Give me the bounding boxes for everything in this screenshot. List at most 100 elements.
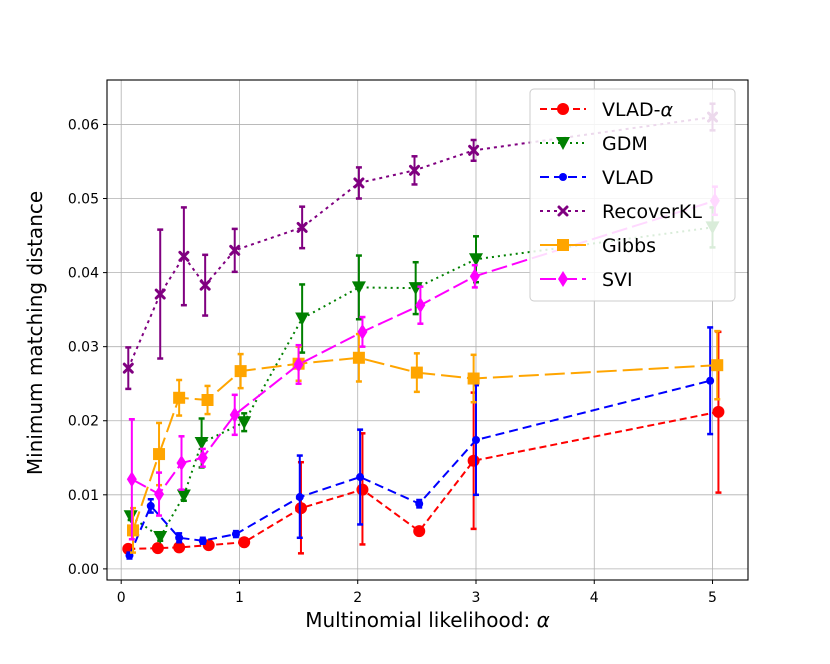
data-point [356,473,365,482]
axes-frame [106,79,749,581]
legend-label: RecoverKL [602,201,702,223]
legend-item: VLAD [540,167,654,189]
data-point [176,454,187,471]
x-tick-label: 5 [708,590,717,606]
y-tick-label: 0.03 [68,340,99,356]
x-tick-label: 1 [235,590,244,606]
data-point [126,471,137,488]
x-axis-label: Multinomial likelihood: α [305,608,550,632]
legend-marker [557,103,569,115]
data-point [351,281,366,295]
data-point [352,351,365,364]
data-point [198,536,207,545]
data-point [408,282,423,296]
series-line [130,226,713,539]
data-point [357,323,368,340]
data-point [127,524,140,537]
data-point [410,366,423,379]
y-tick-label: 0.01 [68,488,99,504]
data-point [356,483,369,496]
legend-item: GDM [540,133,648,155]
data-point [468,253,483,267]
data-point [234,365,247,378]
legend-marker [556,137,570,150]
y-tick-label: 0.04 [68,266,99,282]
x-tick-label: 3 [472,590,481,606]
y-tick-label: 0.05 [68,192,99,208]
data-point [293,356,304,373]
data-point [154,288,166,300]
data-point [153,531,168,545]
data-point [711,359,724,372]
series-vlad [125,326,715,560]
data-point [296,221,308,233]
legend-label-text: GDM [602,133,648,155]
data-point [413,525,426,538]
data-point [469,268,480,285]
data-point [471,436,480,444]
legend-item: SVI [540,269,633,291]
y-tick-label: 0.02 [68,414,99,430]
data-point [199,279,211,291]
data-point [415,297,426,314]
legend-label: SVI [602,269,633,291]
data-point [231,530,240,539]
legend-label: Gibbs [602,235,656,257]
legend-label-text: RecoverKL [602,201,702,223]
legend-box [529,88,736,302]
data-point [175,533,184,542]
data-point [467,454,480,467]
data-point [173,541,186,554]
data-point [295,312,310,326]
legend-label-text: SVI [602,269,633,291]
data-point [706,376,715,385]
data-point [194,436,209,450]
legend-label-text: VLAD- [602,99,661,121]
data-point [123,510,138,524]
legend-marker [557,205,569,217]
legend-item: Gibbs [540,235,656,257]
data-point [295,493,304,502]
legend-label-text: VLAD [602,167,654,189]
data-point [197,449,208,466]
data-point [173,391,186,404]
legend-marker [557,239,569,251]
y-tick-label: 0.00 [68,562,99,578]
legend-marker [558,271,568,287]
data-point [408,164,420,176]
data-point [712,405,725,418]
data-point [467,372,480,385]
legend-item: RecoverKL [540,201,702,223]
legend-label-text: Gibbs [602,235,656,257]
data-point [146,501,155,510]
series-gibbs [127,329,724,554]
legend-marker [559,173,567,181]
x-tick-label: 0 [117,590,126,606]
x-axis-label-text: Multinomial likelihood: [305,608,536,632]
data-point [229,244,241,256]
series-line [131,199,716,496]
legend: VLAD-α GDM VLAD RecoverKL Gibbs SVI [529,88,736,302]
data-point [122,362,134,374]
x-tick-label: 2 [353,590,362,606]
data-point [176,489,191,503]
legend-label-symbol: α [661,99,674,121]
data-point [468,144,480,156]
data-point [294,502,307,515]
series-line [132,356,718,531]
data-point [237,416,252,430]
series-line [128,379,711,556]
data-point [229,406,240,423]
data-point [154,486,165,503]
y-axis-label: Minimum matching distance [23,191,47,475]
series-layer [122,102,725,560]
series-line [128,410,719,550]
x-tick-label: 4 [590,590,599,606]
legend-label: GDM [602,133,648,155]
data-point [353,177,365,189]
data-point [153,448,166,461]
x-axis-label-symbol: α [537,608,550,632]
data-point [151,542,164,555]
legend-item: VLAD-α [540,99,674,121]
